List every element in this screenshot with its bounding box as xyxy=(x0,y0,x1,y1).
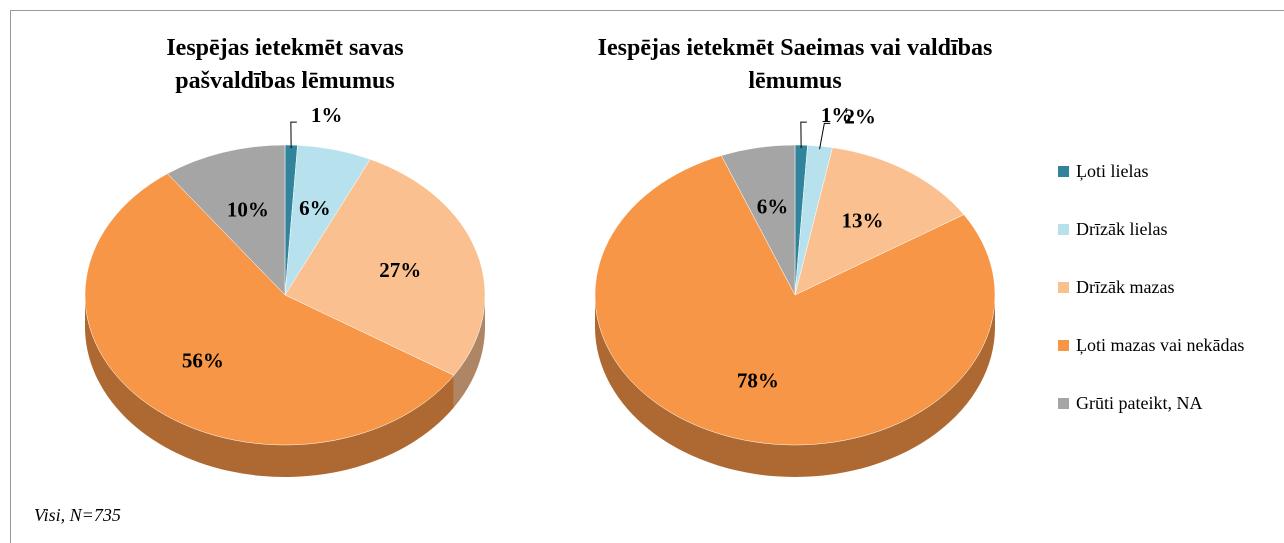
note: Visi, N=735 xyxy=(34,505,121,525)
legend-item: Drīzāk lielas xyxy=(1058,218,1258,276)
legend-label: Ļoti mazas vai nekādas xyxy=(1076,335,1245,355)
pie-side xyxy=(85,295,454,478)
data-label: 78% xyxy=(737,369,779,393)
data-label: 2% xyxy=(844,104,876,128)
chart-title: Iespējas ietekmēt Saeimas vai valdības xyxy=(598,35,993,61)
legend-swatch xyxy=(1058,166,1069,177)
legend-swatch xyxy=(1058,282,1069,293)
data-label: 13% xyxy=(841,209,883,233)
leader-line xyxy=(290,121,297,149)
legend-swatch xyxy=(1058,340,1069,351)
data-label: 6% xyxy=(757,195,789,219)
legend-item: Ļoti lielas xyxy=(1058,160,1258,218)
pie-side xyxy=(595,295,995,477)
pie-side xyxy=(453,295,485,408)
legend-swatch xyxy=(1058,224,1069,235)
legend: Ļoti lielas Drīzāk lielas Drīzāk mazas Ļoti… xyxy=(1058,160,1258,450)
data-label: 10% xyxy=(227,197,269,221)
legend-label: Drīzāk lielas xyxy=(1076,219,1168,239)
leader-line xyxy=(819,122,831,150)
pie-slice xyxy=(284,158,486,376)
pie-slice xyxy=(794,147,965,296)
chart-title: Iespējas ietekmēt savas xyxy=(166,35,403,61)
pie-slice xyxy=(721,144,796,296)
data-label: 1% xyxy=(311,103,343,127)
legend-item: Ļoti mazas vai nekādas xyxy=(1058,334,1258,392)
legend-item: Drīzāk mazas xyxy=(1058,276,1258,334)
legend-item: Grūti pateikt, NA xyxy=(1058,392,1258,450)
data-label: 6% xyxy=(299,196,331,220)
frame xyxy=(10,10,1284,543)
legend-label: Ļoti lielas xyxy=(1076,161,1149,181)
data-label: 27% xyxy=(379,258,421,282)
chart-title: pašvaldības lēmumus xyxy=(175,68,394,94)
legend-label: Drīzāk mazas xyxy=(1076,277,1175,297)
legend-swatch xyxy=(1058,398,1069,409)
data-label: 56% xyxy=(182,349,224,373)
pie-slice xyxy=(84,173,455,446)
legend-label: Grūti pateikt, NA xyxy=(1076,393,1203,413)
pie-slice xyxy=(167,144,286,296)
pie-slice xyxy=(594,155,996,446)
leader-line xyxy=(800,121,807,149)
chart-title: lēmumus xyxy=(748,68,841,94)
